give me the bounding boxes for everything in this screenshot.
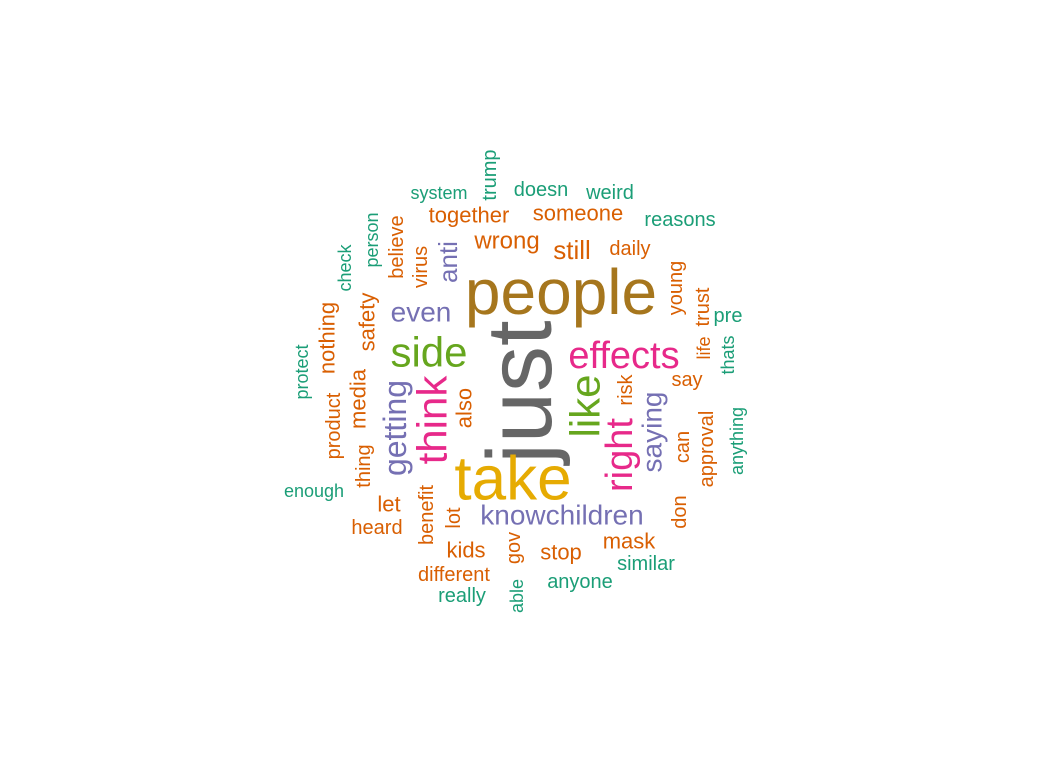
cloud-word-wrong: wrong bbox=[473, 228, 539, 255]
cloud-word-life: life bbox=[694, 336, 714, 359]
cloud-word-thats: thats bbox=[718, 335, 738, 374]
cloud-word-together: together bbox=[429, 203, 510, 228]
cloud-word-daily: daily bbox=[609, 238, 650, 260]
cloud-word-side: side bbox=[390, 329, 467, 376]
cloud-word-also: also bbox=[452, 388, 477, 428]
cloud-word-effects: effects bbox=[568, 335, 679, 377]
cloud-word-still: still bbox=[553, 235, 591, 265]
cloud-word-gov: gov bbox=[503, 532, 525, 564]
cloud-word-protect: protect bbox=[292, 344, 312, 399]
cloud-word-pre: pre bbox=[714, 305, 743, 327]
cloud-word-anything: anything bbox=[727, 407, 747, 475]
cloud-word-let: let bbox=[377, 492, 400, 517]
cloud-word-take: take bbox=[454, 445, 571, 514]
cloud-word-enough: enough bbox=[284, 481, 344, 501]
cloud-word-weird: weird bbox=[585, 182, 634, 204]
cloud-word-media: media bbox=[346, 368, 371, 429]
cloud-word-don: don bbox=[669, 495, 691, 528]
cloud-word-benefit: benefit bbox=[416, 485, 438, 545]
cloud-word-just: just bbox=[469, 320, 571, 466]
cloud-word-thing: thing bbox=[353, 444, 375, 487]
cloud-word-young: young bbox=[665, 261, 687, 316]
cloud-word-similar: similar bbox=[617, 553, 675, 575]
cloud-word-virus: virus bbox=[410, 246, 432, 288]
cloud-word-getting: getting bbox=[377, 380, 413, 476]
cloud-word-anti: anti bbox=[433, 241, 463, 283]
cloud-word-mask: mask bbox=[603, 529, 657, 554]
cloud-word-anyone: anyone bbox=[547, 571, 613, 593]
cloud-word-trust: trust bbox=[692, 287, 714, 326]
cloud-word-say: say bbox=[671, 369, 702, 391]
cloud-word-approval: approval bbox=[696, 411, 718, 488]
cloud-word-reasons: reasons bbox=[644, 209, 715, 231]
cloud-word-knowchildren: knowchildren bbox=[480, 500, 643, 531]
cloud-word-person: person bbox=[362, 212, 382, 267]
cloud-word-people: people bbox=[465, 256, 657, 328]
cloud-word-risk: risk bbox=[615, 373, 637, 405]
cloud-word-think: think bbox=[409, 375, 456, 465]
cloud-word-check: check bbox=[335, 243, 355, 291]
cloud-word-nothing: nothing bbox=[315, 302, 340, 374]
cloud-word-different: different bbox=[418, 564, 490, 586]
cloud-word-can: can bbox=[672, 431, 694, 463]
cloud-word-doesn: doesn bbox=[514, 179, 569, 201]
cloud-word-really: really bbox=[438, 585, 486, 607]
cloud-word-safety: safety bbox=[355, 293, 380, 352]
cloud-word-lot: lot bbox=[443, 507, 465, 529]
cloud-word-trump: trump bbox=[479, 149, 501, 200]
cloud-word-right: right bbox=[599, 418, 641, 492]
cloud-word-believe: believe bbox=[386, 215, 408, 278]
cloud-word-kids: kids bbox=[446, 538, 485, 563]
cloud-word-saying: saying bbox=[637, 392, 668, 473]
cloud-word-even: even bbox=[391, 297, 452, 328]
cloud-word-system: system bbox=[410, 183, 467, 203]
cloud-word-heard: heard bbox=[351, 517, 402, 539]
cloud-word-able: able bbox=[507, 579, 527, 613]
cloud-word-like: like bbox=[562, 374, 609, 437]
cloud-word-someone: someone bbox=[533, 201, 624, 226]
cloud-word-product: product bbox=[323, 392, 345, 459]
cloud-word-stop: stop bbox=[540, 540, 582, 565]
